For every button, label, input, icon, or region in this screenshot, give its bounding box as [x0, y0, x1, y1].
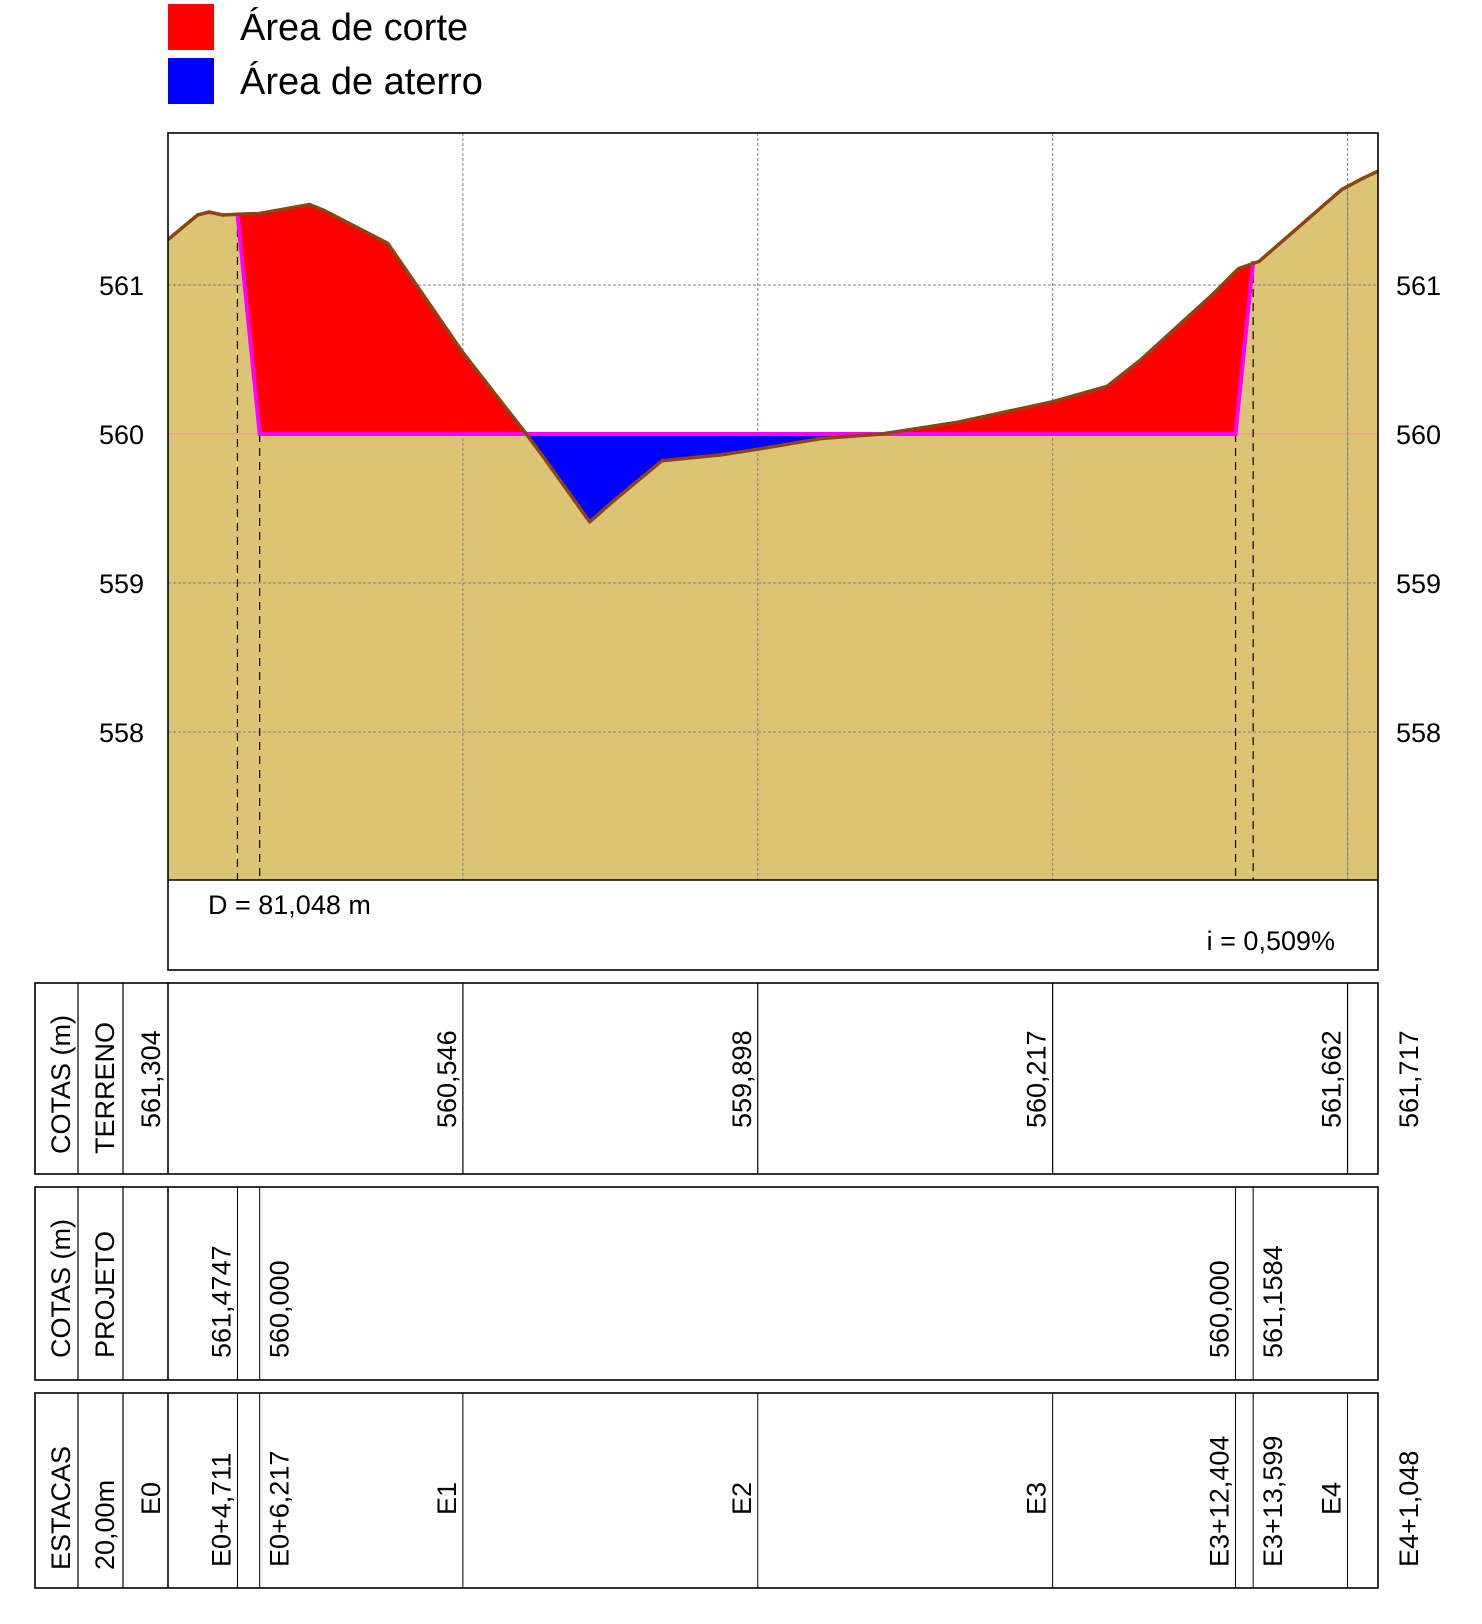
estacas-table-frame — [34, 1392, 1379, 1589]
y-tick-left-559: 559 — [99, 569, 144, 599]
estacas-header-2: 20,00m — [90, 1480, 120, 1570]
distance-label: D = 81,048 m — [208, 890, 371, 920]
terreno-header-2: TERRENO — [90, 1022, 120, 1154]
terreno-value-4: 561,662 — [1317, 1030, 1347, 1128]
legend-swatch-corte — [168, 4, 214, 50]
projeto-value-3: 561,1584 — [1258, 1245, 1288, 1358]
terreno-value-1: 560,546 — [432, 1030, 462, 1128]
estacas-value-1: E0+4,711 — [206, 1453, 236, 1567]
y-tick-right-558: 558 — [1396, 718, 1441, 748]
terrain-fill — [168, 171, 1378, 880]
estacas-value-7: E3+13,599 — [1258, 1436, 1288, 1567]
legend-swatch-aterro — [168, 58, 214, 104]
plot-area — [168, 133, 1378, 880]
estacas-value-0: E0 — [136, 1482, 166, 1515]
estacas-value-3: E1 — [432, 1482, 462, 1515]
terreno-value-0: 561,304 — [136, 1030, 166, 1128]
estacas-value-4: E2 — [727, 1482, 757, 1515]
terreno-value-2: 559,898 — [727, 1030, 757, 1128]
terreno-table-frame — [34, 982, 1379, 1175]
terreno-header-1: COTAS (m) — [46, 1015, 76, 1154]
estacas-header-1: ESTACAS — [46, 1446, 76, 1570]
y-tick-right-559: 559 — [1396, 569, 1441, 599]
project-line — [235, 214, 1256, 436]
terreno-end-value: 561,717 — [1394, 1030, 1424, 1128]
legend-label-aterro: Área de aterro — [240, 60, 483, 103]
y-tick-right-561: 561 — [1396, 271, 1441, 301]
estacas-value-6: E3+12,404 — [1205, 1436, 1235, 1567]
estacas-value-2: E0+6,217 — [265, 1451, 295, 1567]
projeto-value-1: 560,000 — [265, 1260, 295, 1358]
slope-label: i = 0,509% — [1207, 926, 1335, 956]
cut-area-left — [237, 204, 527, 434]
estacas-end-value: E4+1,048 — [1394, 1451, 1424, 1567]
y-tick-left-561: 561 — [99, 271, 144, 301]
projeto-table-frame — [34, 1186, 1379, 1381]
plot-frame — [167, 132, 1379, 971]
projeto-value-2: 560,000 — [1205, 1260, 1235, 1358]
y-tick-left-558: 558 — [99, 718, 144, 748]
projeto-header-1: COTAS (m) — [46, 1219, 76, 1358]
estacas-value-5: E3 — [1022, 1482, 1052, 1515]
terrain-line — [168, 169, 1378, 524]
fill-area — [526, 434, 882, 522]
y-tick-right-560: 560 — [1396, 420, 1441, 450]
projeto-header-2: PROJETO — [90, 1231, 120, 1358]
terreno-value-3: 560,217 — [1022, 1030, 1052, 1128]
cut-area-right — [881, 261, 1254, 434]
y-tick-left-560: 560 — [99, 420, 144, 450]
legend-label-corte: Área de corte — [240, 6, 468, 49]
estacas-value-8: E4 — [1317, 1482, 1347, 1515]
projeto-value-0: 561,4747 — [206, 1245, 236, 1358]
